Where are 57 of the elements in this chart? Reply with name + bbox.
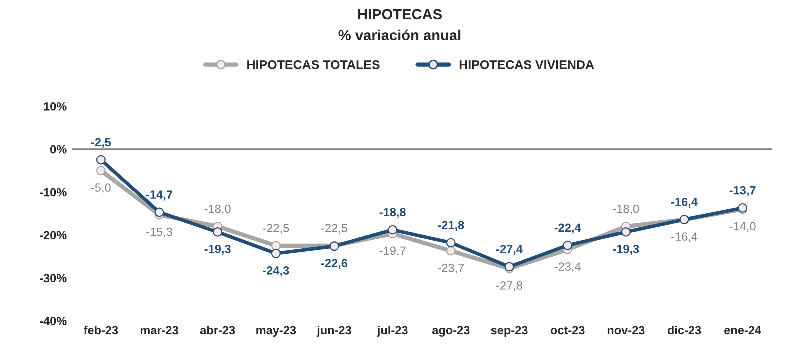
data-label: -22,5 bbox=[322, 224, 348, 234]
x-tick-label: abr-23 bbox=[200, 326, 236, 335]
point bbox=[621, 228, 631, 237]
y-tick-label: 10% bbox=[44, 102, 67, 111]
x-tick-label: nov-23 bbox=[608, 326, 645, 335]
data-label: -18,8 bbox=[380, 208, 406, 218]
point bbox=[96, 166, 106, 176]
data-label: -23,7 bbox=[438, 264, 464, 274]
x-tick-label: jul-23 bbox=[377, 326, 408, 337]
data-label: -22,5 bbox=[263, 224, 290, 234]
legend-label: HIPOTECAS VIVIENDA bbox=[460, 60, 594, 70]
point bbox=[446, 246, 456, 256]
data-label: -22,4 bbox=[554, 224, 582, 234]
y-tick-label: 0% bbox=[50, 145, 67, 154]
data-label: -14,0 bbox=[730, 222, 756, 232]
data-label: -16,4 bbox=[672, 232, 698, 242]
x-tick-label: feb-23 bbox=[84, 326, 118, 335]
x-tick-label: ene-24 bbox=[724, 326, 762, 335]
data-label: -23,4 bbox=[554, 262, 581, 272]
y-tick-label: -20% bbox=[40, 231, 67, 240]
point bbox=[154, 208, 164, 218]
data-label: -22,6 bbox=[322, 259, 348, 270]
data-label: -19,3 bbox=[204, 245, 231, 256]
data-label: -18,0 bbox=[613, 204, 640, 215]
x-tick-label: mar-23 bbox=[140, 326, 178, 335]
x-tick-label: oct-23 bbox=[550, 326, 585, 335]
chart-title: HIPOTECAS bbox=[358, 9, 442, 20]
data-label: -19,7 bbox=[380, 246, 406, 257]
y-tick-label: -30% bbox=[40, 274, 67, 283]
data-label: -19,3 bbox=[613, 245, 640, 256]
x-tick-label: sep-23 bbox=[491, 326, 528, 337]
data-label: -27,4 bbox=[496, 245, 523, 256]
x-tick-label: dic-23 bbox=[668, 326, 702, 335]
point bbox=[96, 155, 106, 165]
point bbox=[446, 238, 456, 248]
point bbox=[213, 228, 223, 237]
data-label: -5,0 bbox=[92, 184, 111, 194]
legend-label: HIPOTECAS TOTALES bbox=[248, 60, 380, 70]
x-tick-label: ago-23 bbox=[432, 326, 470, 337]
point bbox=[563, 240, 573, 250]
y-tick-label: -40% bbox=[40, 317, 67, 326]
x-tick-label: may-23 bbox=[256, 326, 296, 337]
data-label: -18,0 bbox=[204, 204, 231, 215]
data-label: -13,7 bbox=[730, 186, 756, 196]
x-tick-label: jun-23 bbox=[316, 326, 352, 337]
data-label: -21,8 bbox=[438, 221, 464, 232]
chart-subtitle: % variación anual bbox=[338, 30, 461, 41]
point bbox=[271, 249, 281, 258]
data-label: -16,4 bbox=[672, 198, 698, 208]
data-label: -15,3 bbox=[146, 228, 172, 238]
y-tick-label: -10% bbox=[40, 188, 67, 197]
data-label: -2,5 bbox=[91, 138, 112, 148]
data-label: -14,7 bbox=[146, 190, 172, 201]
point bbox=[271, 241, 281, 251]
data-label: -24,3 bbox=[263, 266, 290, 277]
point bbox=[388, 225, 398, 235]
data-label: -27,8 bbox=[496, 282, 522, 292]
